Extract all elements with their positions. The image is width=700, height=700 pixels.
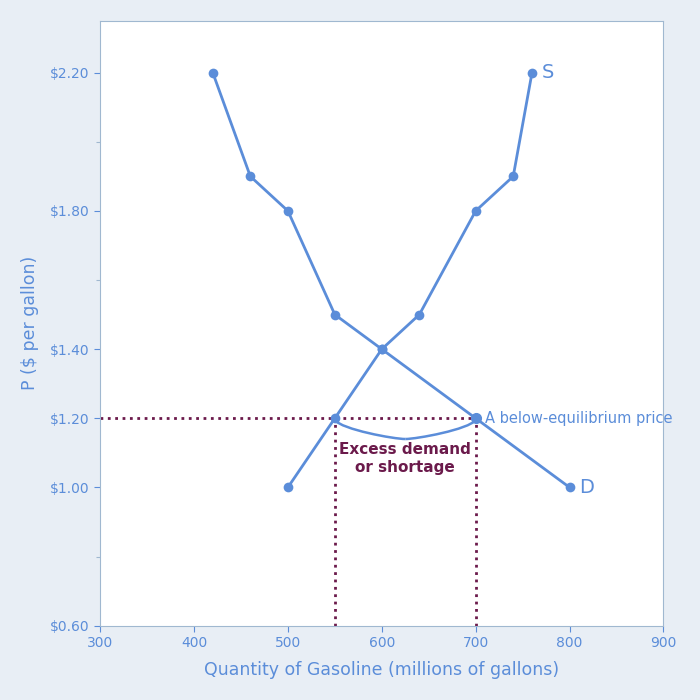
- Text: A below-equilibrium price: A below-equilibrium price: [485, 411, 673, 426]
- Text: S: S: [541, 63, 554, 82]
- Text: Excess demand
or shortage: Excess demand or shortage: [340, 442, 471, 475]
- Text: D: D: [579, 478, 594, 497]
- Y-axis label: P ($ per gallon): P ($ per gallon): [21, 256, 38, 391]
- X-axis label: Quantity of Gasoline (millions of gallons): Quantity of Gasoline (millions of gallon…: [204, 662, 559, 679]
